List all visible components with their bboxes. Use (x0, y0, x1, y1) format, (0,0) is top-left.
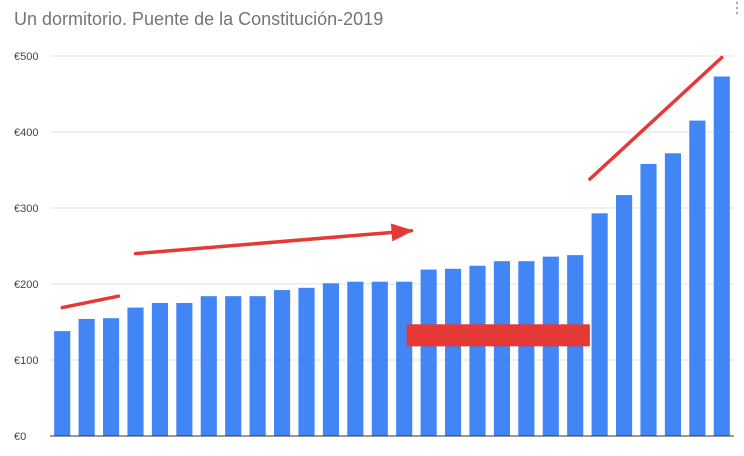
bar (151, 303, 168, 436)
y-tick-label: €0 (14, 431, 26, 443)
annotation-line (588, 55, 724, 181)
bar (103, 318, 120, 436)
bar (518, 261, 535, 436)
y-tick-label: €100 (14, 355, 38, 367)
bar (249, 296, 266, 436)
bar (640, 163, 657, 437)
bar (396, 281, 413, 436)
bar (591, 213, 608, 436)
bar (445, 268, 462, 436)
bar (493, 261, 510, 436)
annotation-arrowhead (390, 223, 414, 242)
bar (176, 303, 193, 436)
bar (200, 296, 217, 436)
y-axis-labels: €0 €100 €200 €300 €400 €500 (14, 51, 38, 443)
vertical-dots-icon[interactable] (734, 0, 740, 16)
bar (420, 269, 437, 436)
y-tick-label: €500 (14, 51, 38, 63)
y-tick-label: €400 (14, 127, 38, 139)
bar (54, 331, 71, 436)
bar (347, 281, 364, 436)
annotation-arrow (133, 229, 414, 256)
bar (78, 318, 95, 436)
bar (664, 153, 681, 436)
bar (371, 281, 388, 436)
bar (225, 296, 242, 436)
bars (54, 76, 730, 437)
y-tick-label: €300 (14, 203, 38, 215)
bar (689, 120, 706, 436)
bar (322, 283, 339, 436)
bar (469, 265, 486, 436)
y-tick-label: €200 (14, 279, 38, 291)
annotation-line (60, 294, 121, 310)
bar (298, 287, 315, 436)
annotation-block (406, 324, 590, 347)
bar (127, 307, 144, 436)
bar (616, 195, 633, 436)
chart-title: Un dormitorio. Puente de la Constitución… (14, 9, 384, 29)
bar (274, 290, 291, 436)
bar (713, 76, 730, 437)
annotations (60, 55, 724, 347)
